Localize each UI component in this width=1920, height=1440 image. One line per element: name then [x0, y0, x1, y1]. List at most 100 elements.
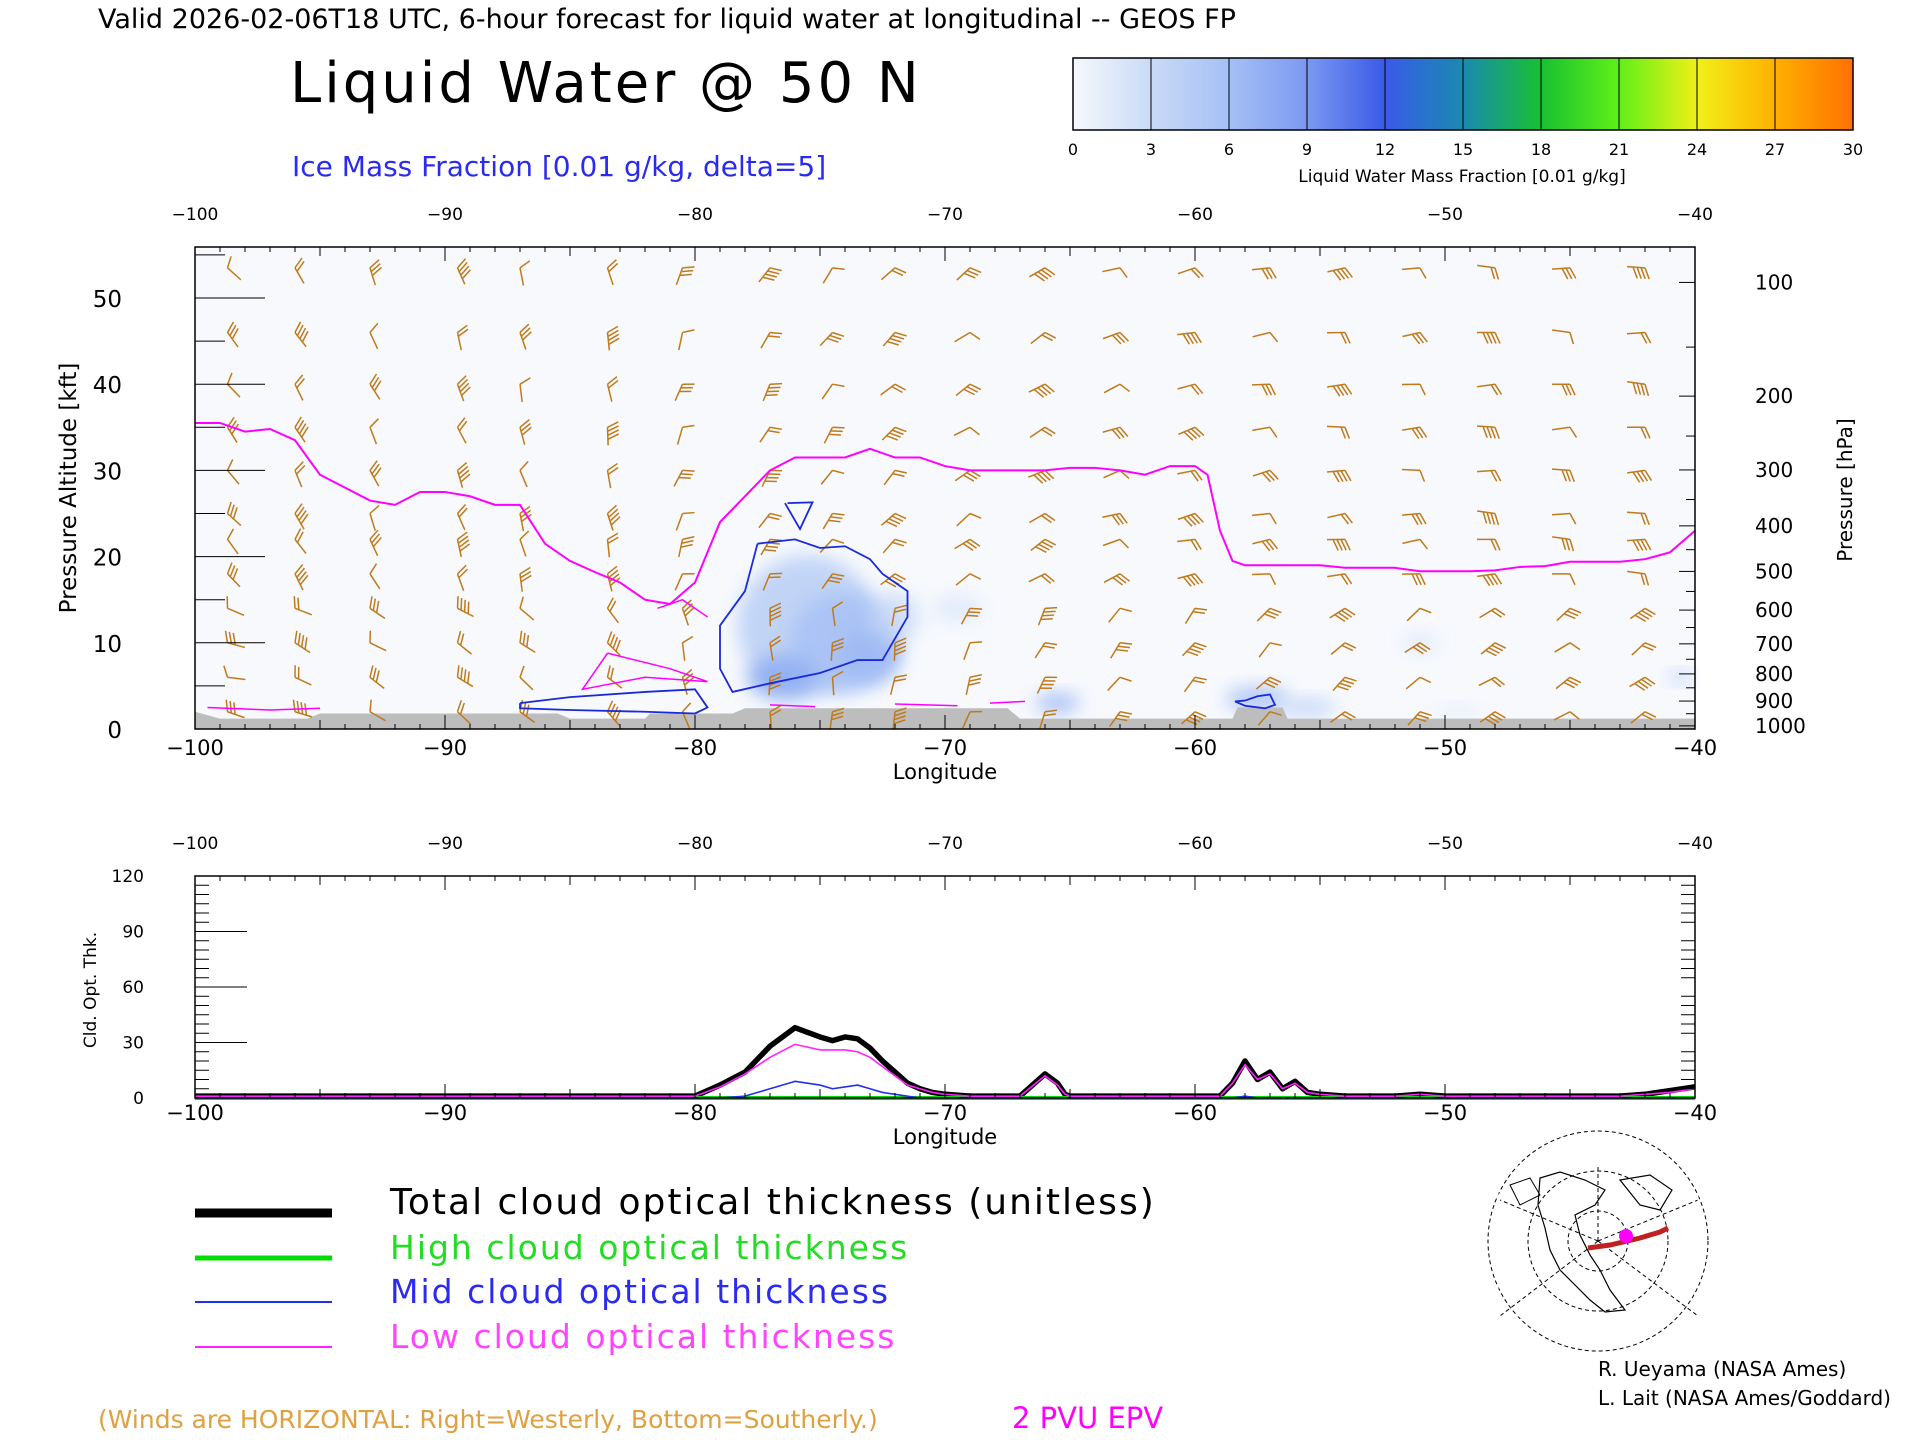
wind-barb: [606, 700, 622, 726]
legend-label-mid: Mid cloud optical thickness: [390, 1272, 890, 1311]
wind-barb: [820, 469, 845, 485]
wind-barb: [606, 532, 619, 558]
x-tick-label: −40: [1673, 736, 1717, 760]
wind-barb: [606, 504, 621, 531]
wind-barb: [829, 707, 845, 730]
colorbar-segment: [1073, 58, 1152, 130]
x-tick-label-top: −100: [172, 205, 219, 225]
wind-barb: [1183, 676, 1207, 693]
wind-barbs: [223, 256, 1657, 730]
wind-barb: [294, 321, 309, 348]
wind-barb: [882, 538, 907, 554]
wind-barb: [293, 596, 313, 616]
y-tick-label: 30: [93, 459, 122, 485]
wind-barb: [369, 665, 385, 689]
colorbar-segment: [1775, 58, 1854, 130]
wind-barb: [954, 469, 981, 482]
wind-barb: [1479, 607, 1506, 619]
wind-barb: [1102, 331, 1129, 345]
x-tick-label: −50: [1423, 1101, 1467, 1125]
wind-barb: [1402, 426, 1428, 440]
wind-barb: [1326, 331, 1351, 344]
colorbar-frame: [1072, 57, 1854, 131]
wind-barb: [769, 635, 782, 661]
wind-barb: [1629, 676, 1656, 691]
colorbar-segment: [1229, 58, 1308, 130]
wind-barb: [294, 416, 309, 443]
wind-barb: [1252, 512, 1277, 525]
bottom-plot-area: [195, 876, 1695, 1098]
legend: Total cloud optical thickness (unitless)…: [195, 1182, 1154, 1356]
pressure-tick-label: 400: [1755, 514, 1793, 538]
wind-barb: [369, 529, 382, 556]
pressure-tick-label: 700: [1755, 632, 1793, 656]
wind-barb: [456, 461, 471, 488]
wind-barb: [1107, 676, 1132, 691]
wind-barb: [1631, 642, 1657, 656]
y-tick-label: 20: [93, 546, 122, 572]
wind-barb: [1029, 426, 1056, 438]
x-tick-label: −60: [1173, 1101, 1217, 1125]
wind-barb: [1629, 607, 1656, 622]
x-tick-label: −40: [1673, 1101, 1717, 1125]
colorbar-segment: [1307, 58, 1386, 130]
colorbar-segment: [1151, 58, 1230, 130]
wind-barb: [1326, 425, 1351, 439]
wind-barb: [223, 665, 246, 681]
wind-barb: [1178, 426, 1205, 441]
legend-label-high: High cloud optical thickness: [390, 1228, 909, 1267]
wind-barb: [226, 256, 242, 281]
wind-barb: [819, 331, 845, 347]
wind-barb: [1184, 607, 1208, 624]
wind-barb: [606, 259, 619, 286]
wind-barb: [956, 267, 982, 281]
wind-barb: [1030, 331, 1057, 345]
wind-barb: [1627, 469, 1653, 483]
ice-contour: [1234, 693, 1277, 710]
liquid-water-region: [1035, 693, 1080, 714]
x-tick-label: −100: [166, 736, 224, 760]
ice-contour: [784, 501, 814, 531]
wind-barb: [294, 630, 311, 654]
wind-barb: [883, 469, 907, 486]
wind-barb: [819, 538, 845, 554]
x-tick-label: −50: [1423, 736, 1467, 760]
wind-barb: [880, 573, 906, 588]
wind-barb: [822, 267, 845, 284]
wind-barb: [519, 665, 534, 691]
pressure-tick-label: 300: [1755, 458, 1793, 482]
wind-barb: [1102, 267, 1128, 278]
wind-barb: [1402, 538, 1428, 550]
wind-barb: [1327, 512, 1353, 525]
wind-barb: [519, 530, 530, 557]
bottom-xlabel: Longitude: [893, 1125, 997, 1149]
y-tick-label: 0: [107, 718, 122, 744]
wind-barb: [1551, 267, 1577, 280]
wind-barb: [1177, 469, 1203, 482]
wind-barb: [674, 572, 695, 591]
pressure-tick-label: 500: [1755, 559, 1793, 583]
optical-thickness-panel: −100 −100 −90 −90 −80 −80 −70 −70 −60 −60 −50 −50 −4…: [81, 834, 1717, 1149]
liquid-water-region: [870, 591, 920, 642]
x-tick-label: −90: [423, 1101, 467, 1125]
top-y2label: Pressure [hPa]: [1833, 418, 1857, 561]
wind-barb: [769, 705, 782, 730]
x-tick-label-top: −70: [927, 834, 963, 854]
wind-barb: [760, 331, 783, 349]
x-tick-label-top: −40: [1677, 205, 1713, 225]
wind-barb: [1477, 538, 1501, 551]
wind-barb: [1552, 329, 1575, 345]
liquid-water-region: [1670, 671, 1690, 684]
series-line-low: [195, 1043, 1696, 1097]
epv-minor-contour: [989, 700, 1026, 704]
wind-barb: [456, 417, 468, 444]
wind-barb: [1036, 676, 1058, 694]
x-tick-label-top: −80: [677, 205, 713, 225]
colorbar-segment: [1697, 58, 1776, 130]
wind-barb: [369, 460, 382, 487]
wind-barb: [893, 637, 907, 661]
wind-barb: [1177, 512, 1204, 527]
wind-barb: [1402, 331, 1428, 345]
wind-barb: [955, 573, 982, 586]
